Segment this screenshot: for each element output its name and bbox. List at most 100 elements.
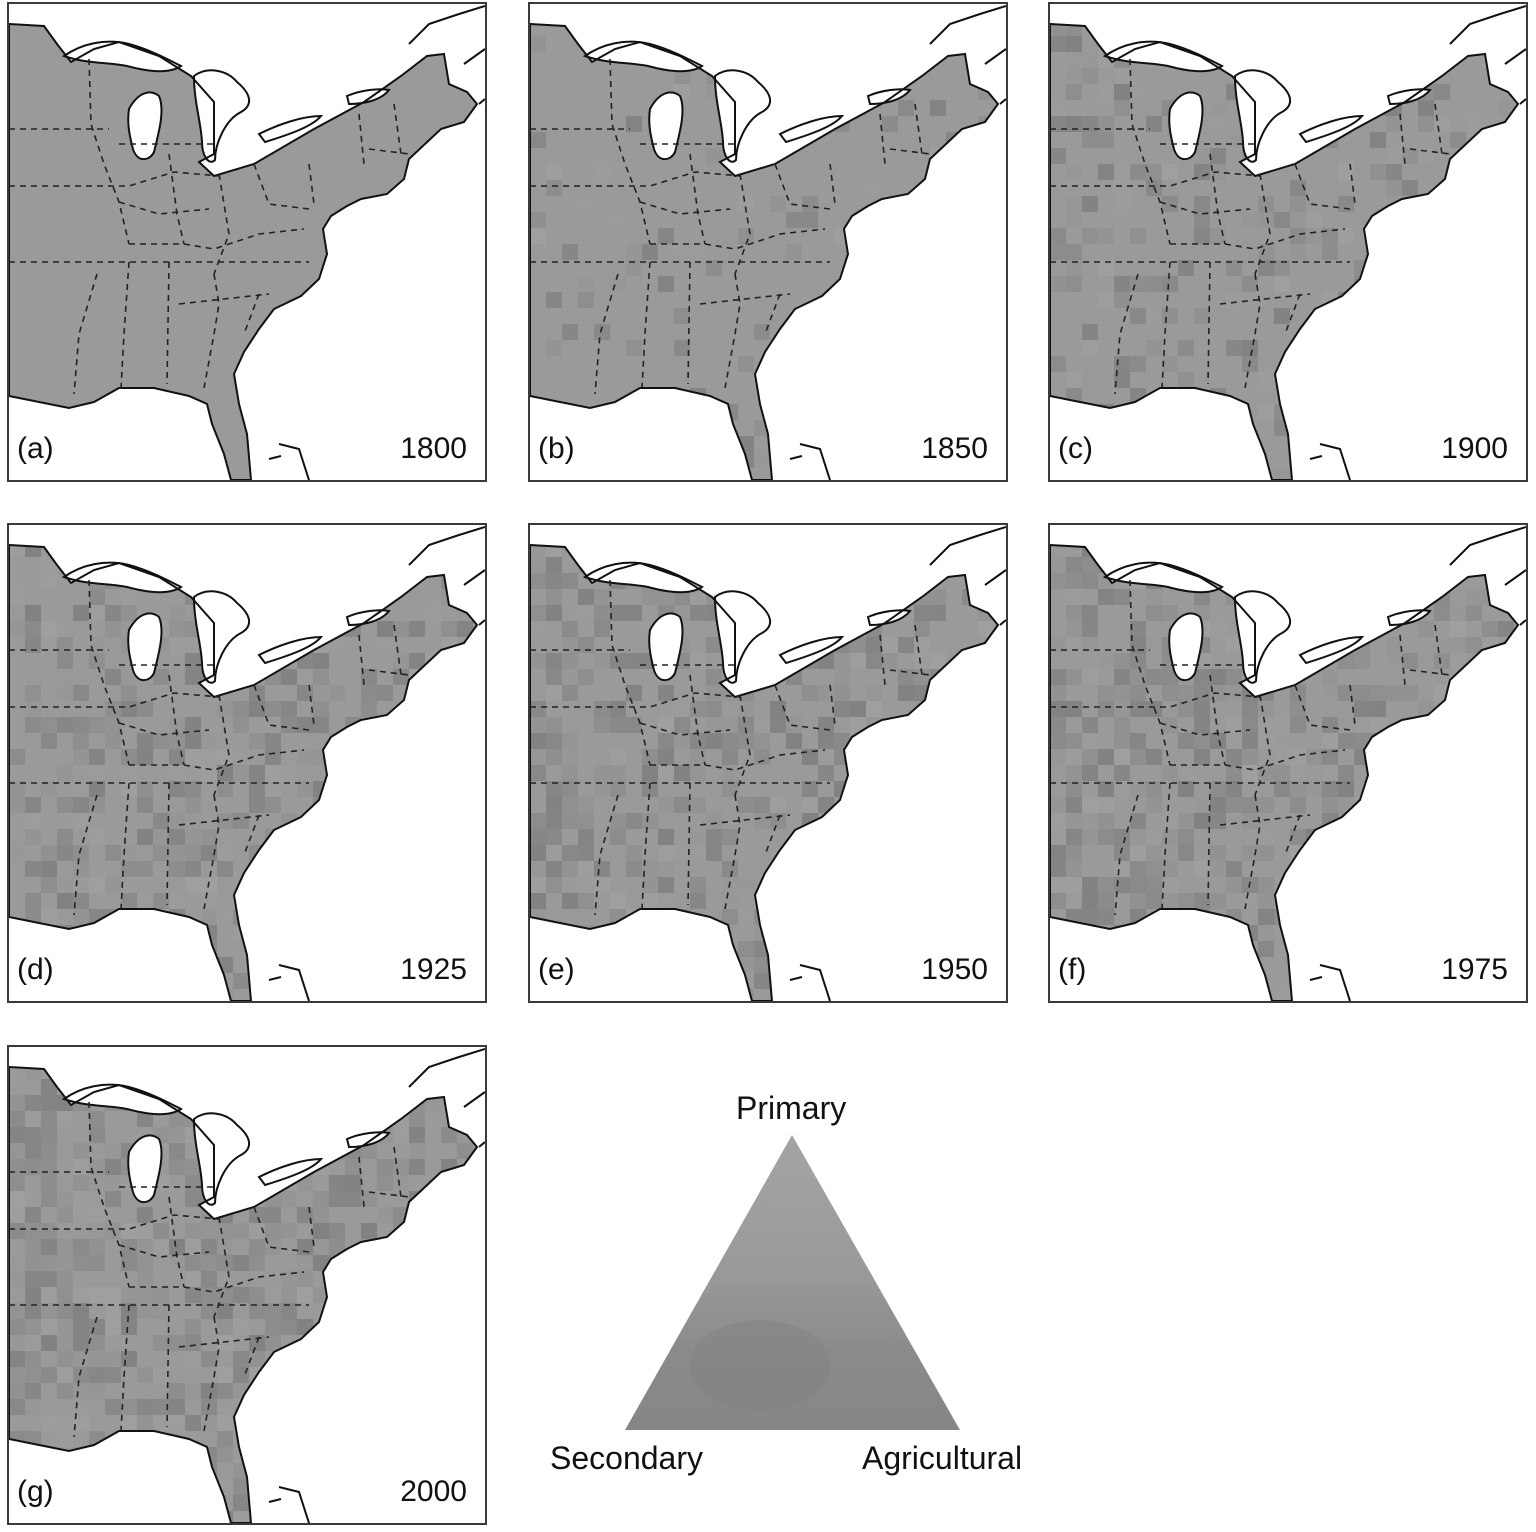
state-border: [1114, 273, 1139, 395]
state-border: [1434, 624, 1443, 676]
state-border: [1209, 674, 1226, 766]
state-border: [129, 749, 305, 771]
state-border: [1159, 722, 1251, 736]
state-border: [308, 163, 315, 205]
canada-coastline: [789, 5, 1006, 480]
land-area: [9, 24, 477, 480]
state-border: [118, 1244, 210, 1258]
state-border: [530, 171, 741, 187]
state-border: [650, 228, 826, 250]
map-panel-c: (c) 1900: [1048, 2, 1528, 482]
panel-year: 1950: [921, 953, 988, 986]
legend-label-agricultural: Agricultural: [862, 1440, 1023, 1476]
lake-shape: [648, 91, 684, 161]
map-d: [9, 526, 485, 1001]
state-border: [914, 103, 923, 155]
ternary-triangle: [625, 1135, 960, 1430]
state-border: [393, 103, 402, 155]
lake-shape: [127, 1134, 163, 1204]
state-border: [1219, 293, 1311, 305]
state-border: [1294, 163, 1351, 210]
coastline: [1050, 22, 1520, 480]
state-border: [1254, 694, 1271, 796]
state-border: [243, 293, 260, 335]
legend-shade: [690, 1320, 830, 1410]
state-border: [166, 1304, 170, 1428]
state-border: [1254, 173, 1271, 275]
lake-shape: [648, 612, 684, 682]
state-border: [9, 1214, 220, 1230]
state-border: [118, 722, 210, 736]
state-border: [73, 273, 98, 395]
state-border: [1050, 692, 1261, 708]
map-panel-b: (b) 1850: [528, 2, 1008, 482]
canada-coastline: [1309, 5, 1526, 480]
state-border: [914, 624, 923, 676]
lake-shape: [1298, 635, 1365, 665]
legend-label-secondary: Secondary: [550, 1440, 703, 1476]
state-border: [734, 694, 751, 796]
state-border: [879, 634, 886, 686]
lake-shape: [713, 69, 772, 163]
coastline: [9, 1065, 479, 1523]
lake-shape: [778, 635, 845, 665]
state-border: [594, 794, 619, 916]
state-border: [650, 749, 826, 771]
map-e: [530, 526, 1006, 1001]
state-border: [203, 794, 220, 910]
state-border: [1294, 684, 1351, 731]
panel-label: (g): [17, 1475, 54, 1508]
state-border: [1161, 261, 1171, 389]
state-border: [689, 153, 706, 245]
state-border: [308, 684, 315, 726]
panel-year: 1850: [921, 432, 988, 465]
panel-label: (b): [538, 432, 575, 465]
state-border: [129, 228, 305, 250]
state-border: [1244, 794, 1261, 910]
coastline: [1050, 543, 1520, 1001]
state-border: [699, 814, 791, 826]
lake-shape: [257, 114, 324, 144]
state-border: [120, 1304, 130, 1432]
state-border: [166, 782, 170, 906]
map-a: [9, 5, 485, 480]
state-border: [1349, 684, 1356, 726]
state-border: [594, 273, 619, 395]
state-border: [178, 293, 270, 305]
coastline: [530, 543, 1000, 1001]
state-border: [764, 814, 781, 856]
coastline: [9, 22, 479, 480]
state-border: [689, 674, 706, 766]
state-border: [9, 171, 220, 187]
panel-year: 1925: [400, 953, 467, 986]
state-border: [1114, 794, 1139, 916]
state-border: [9, 692, 220, 708]
lake-shape: [127, 612, 163, 682]
lake-shape: [192, 590, 251, 684]
state-border: [203, 1316, 220, 1432]
map-panel-f: (f) 1975: [1048, 523, 1528, 1003]
lake-shape: [127, 91, 163, 161]
map-g: [9, 1048, 485, 1523]
state-border: [774, 684, 831, 731]
state-border: [73, 794, 98, 916]
legend-label-primary: Primary: [736, 1090, 847, 1126]
lake-shape: [1168, 612, 1204, 682]
panel-year: 1900: [1441, 432, 1508, 465]
lake-shape: [1233, 69, 1292, 163]
map-f: [1050, 526, 1526, 1001]
state-border: [699, 293, 791, 305]
state-border: [829, 163, 836, 205]
state-border: [774, 163, 831, 210]
state-border: [639, 201, 731, 215]
map-b: [530, 5, 1006, 480]
state-border: [687, 261, 691, 385]
state-border: [308, 1206, 315, 1248]
state-border: [129, 1271, 305, 1293]
state-border: [1207, 261, 1211, 385]
state-border: [1409, 669, 1451, 676]
state-border: [889, 669, 931, 676]
lake-shape: [778, 114, 845, 144]
state-border: [687, 782, 691, 906]
state-border: [358, 634, 365, 686]
